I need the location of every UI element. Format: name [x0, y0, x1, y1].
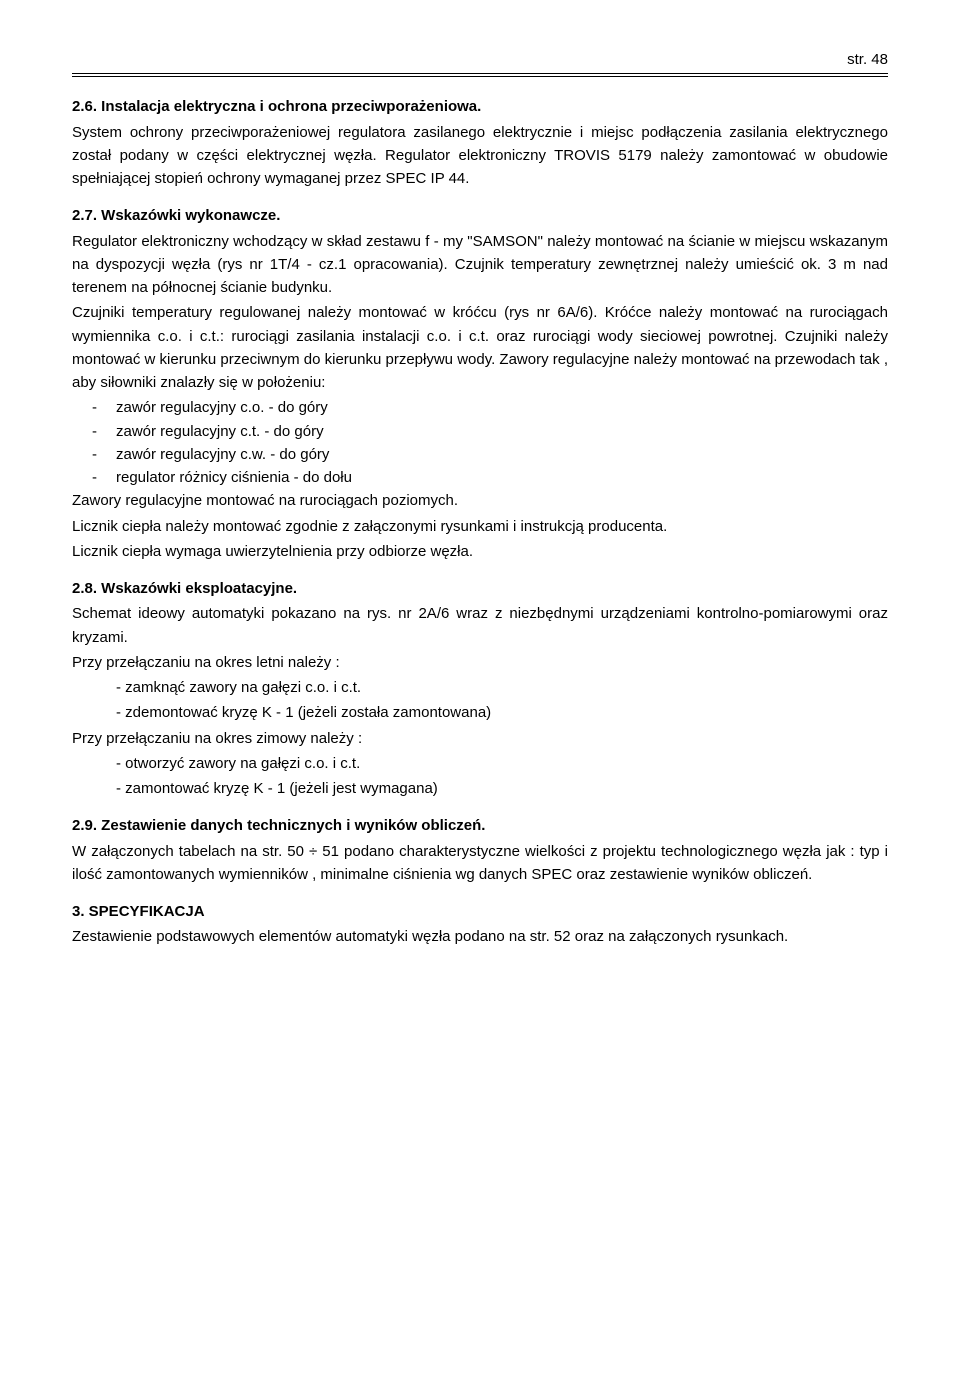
- list-item: zawór regulacyjny c.w. - do góry: [116, 443, 888, 466]
- para-2-8-2: Przy przełączaniu na okres letni należy …: [72, 651, 888, 674]
- list-item: zawór regulacyjny c.o. - do góry: [116, 396, 888, 419]
- para-3-1: Zestawienie podstawowych elementów autom…: [72, 925, 888, 948]
- list-2-7: zawór regulacyjny c.o. - do góry zawór r…: [72, 396, 888, 489]
- section-2-9: 2.9. Zestawienie danych technicznych i w…: [72, 814, 888, 886]
- list-item: regulator różnicy ciśnienia - do dołu: [116, 466, 888, 489]
- heading-3: 3. SPECYFIKACJA: [72, 900, 888, 923]
- header-rule-1: [72, 73, 888, 74]
- heading-2-8: 2.8. Wskazówki eksploatacyjne.: [72, 577, 888, 600]
- page-number: str. 48: [72, 48, 888, 71]
- list-item: - zdemontować kryzę K - 1 (jeżeli został…: [72, 701, 888, 724]
- para-2-6-1: System ochrony przeciwporażeniowej regul…: [72, 121, 888, 191]
- list-item: - zamknąć zawory na gałęzi c.o. i c.t.: [72, 676, 888, 699]
- heading-2-7: 2.7. Wskazówki wykonawcze.: [72, 204, 888, 227]
- section-2-6: 2.6. Instalacja elektryczna i ochrona pr…: [72, 95, 888, 190]
- heading-2-6: 2.6. Instalacja elektryczna i ochrona pr…: [72, 95, 888, 118]
- header-rule-2: [72, 76, 888, 77]
- heading-2-9: 2.9. Zestawienie danych technicznych i w…: [72, 814, 888, 837]
- para-2-8-1: Schemat ideowy automatyki pokazano na ry…: [72, 602, 888, 649]
- list-item: zawór regulacyjny c.t. - do góry: [116, 420, 888, 443]
- list-item: - zamontować kryzę K - 1 (jeżeli jest wy…: [72, 777, 888, 800]
- para-2-7-5: Licznik ciepła wymaga uwierzytelnienia p…: [72, 540, 888, 563]
- para-2-7-4: Licznik ciepła należy montować zgodnie z…: [72, 515, 888, 538]
- section-3: 3. SPECYFIKACJA Zestawienie podstawowych…: [72, 900, 888, 949]
- section-2-8: 2.8. Wskazówki eksploatacyjne. Schemat i…: [72, 577, 888, 800]
- para-2-9-1: W załączonych tabelach na str. 50 ÷ 51 p…: [72, 840, 888, 887]
- para-2-7-2: Czujniki temperatury regulowanej należy …: [72, 301, 888, 394]
- para-2-7-3: Zawory regulacyjne montować na rurociąga…: [72, 489, 888, 512]
- para-2-7-1: Regulator elektroniczny wchodzący w skła…: [72, 230, 888, 300]
- list-item: - otworzyć zawory na gałęzi c.o. i c.t.: [72, 752, 888, 775]
- section-2-7: 2.7. Wskazówki wykonawcze. Regulator ele…: [72, 204, 888, 563]
- para-2-8-3: Przy przełączaniu na okres zimowy należy…: [72, 727, 888, 750]
